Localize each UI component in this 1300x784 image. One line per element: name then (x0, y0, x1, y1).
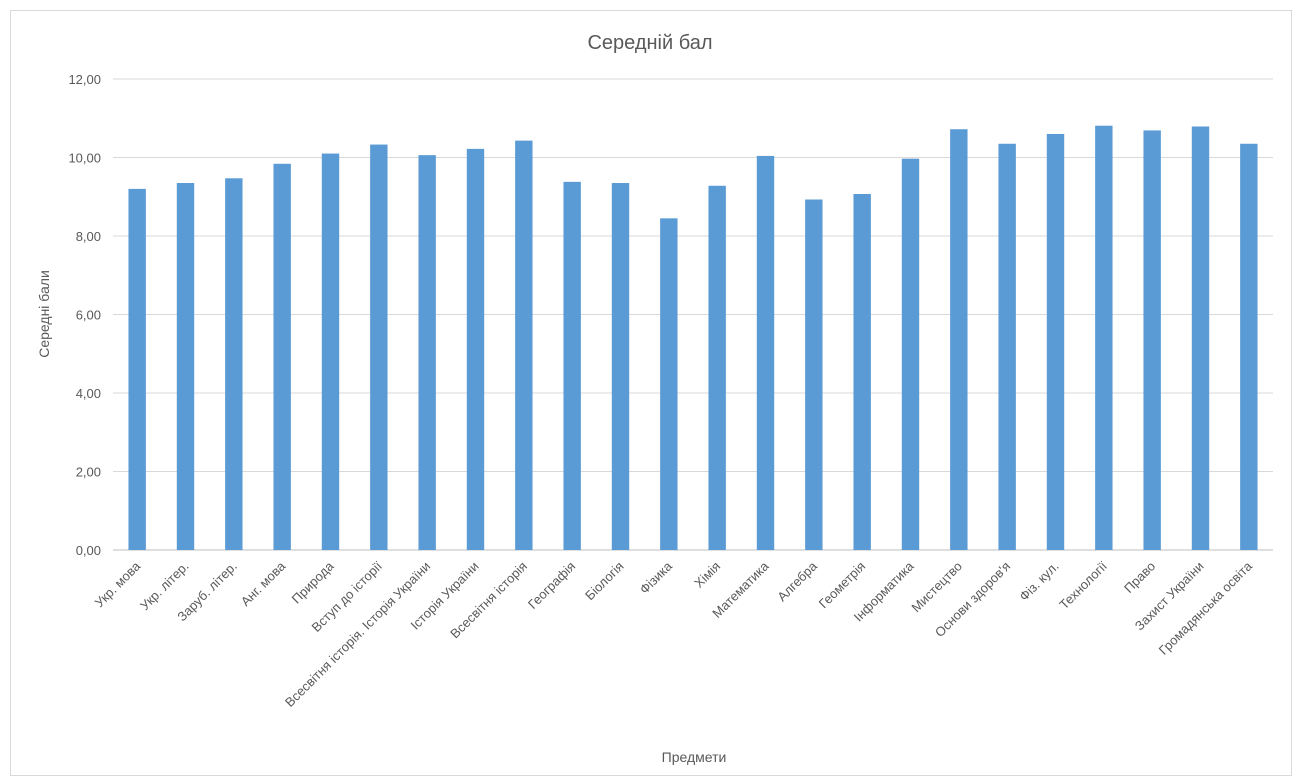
bar (418, 155, 436, 550)
x-category-label: Алгебра (774, 558, 820, 604)
bar (756, 155, 775, 550)
bar (1191, 126, 1210, 551)
bar (466, 148, 485, 551)
x-category-label: Природа (289, 558, 338, 607)
bar (1143, 130, 1161, 551)
bar (805, 199, 823, 550)
bar (321, 153, 340, 550)
y-tick-label: 6,00 (76, 308, 101, 323)
bar (1046, 133, 1065, 550)
bars (128, 125, 1258, 551)
y-tick-label: 2,00 (76, 465, 101, 480)
x-category-label: Анг. мова (238, 558, 289, 609)
x-category-label: Право (1121, 559, 1158, 596)
y-axis-tick-labels: 0,00 2,00 4,00 6,00 8,00 10,00 12,00 (68, 72, 101, 558)
bar (611, 183, 630, 550)
bar (708, 185, 726, 550)
bar (998, 143, 1016, 550)
gridlines (113, 78, 1273, 551)
bar (563, 181, 581, 550)
y-axis-title: Середні бали (36, 270, 52, 358)
y-tick-label: 4,00 (76, 386, 101, 401)
x-category-label: Технології (1056, 558, 1110, 612)
y-tick-label: 8,00 (76, 229, 101, 244)
bar (950, 129, 968, 551)
bar (128, 188, 146, 550)
x-category-label: Географія (525, 559, 578, 612)
y-tick-label: 12,00 (68, 72, 101, 87)
y-tick-label: 0,00 (76, 543, 101, 558)
chart-title: Середній бал (587, 32, 712, 54)
bar (515, 140, 533, 550)
x-category-label: Біологія (582, 559, 627, 604)
bar (176, 183, 195, 550)
y-tick-label: 10,00 (68, 151, 101, 166)
x-category-label: Фіз. кул. (1016, 559, 1061, 604)
x-category-label: Громадянська освіта (1156, 558, 1256, 658)
bar (370, 144, 388, 551)
bar (273, 163, 291, 550)
x-category-label: Хімія (691, 559, 723, 591)
bar (853, 194, 871, 550)
bar (660, 218, 678, 550)
x-axis-title: Предмети (662, 749, 727, 765)
bar (901, 158, 920, 551)
bar (1095, 125, 1113, 551)
bar (1240, 143, 1258, 550)
bar (225, 178, 243, 551)
x-category-label: Фізика (637, 558, 676, 597)
